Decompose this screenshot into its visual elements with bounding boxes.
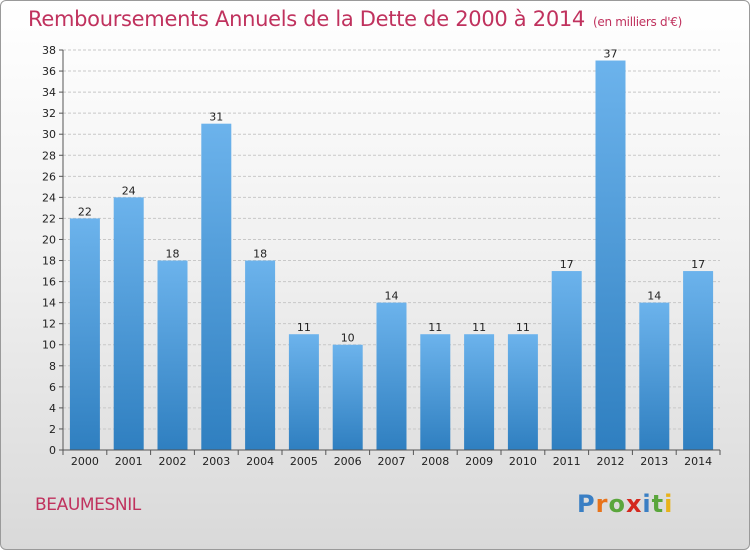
chart-unit: (en milliers d'€) [593,15,683,29]
bar [420,334,451,450]
bar-value-label: 31 [209,111,223,124]
y-tick-label: 12 [42,318,56,331]
logo-letter: o [608,490,626,518]
y-tick-label: 14 [42,297,56,310]
bar-value-label: 10 [341,332,355,345]
x-tick-label: 2002 [159,455,187,468]
bar [639,302,670,450]
bar [376,302,407,450]
bar-value-label: 18 [166,248,180,261]
chart-title: Remboursements Annuels de la Dette de 20… [28,7,683,31]
logo-letter: P [577,490,596,518]
bar-value-label: 11 [428,321,442,334]
y-tick-label: 32 [42,107,56,120]
y-tick-label: 28 [42,149,56,162]
bar [157,260,188,450]
proxiti-logo: Proxiti [577,490,673,518]
x-tick-label: 2004 [246,455,274,468]
logo-letter: i [664,490,674,518]
logo-letter: x [625,490,643,518]
y-tick-label: 4 [49,402,56,415]
bar-value-label: 11 [516,321,530,334]
x-tick-label: 2011 [553,455,581,468]
y-tick-label: 38 [42,44,56,57]
bar-value-label: 24 [122,184,136,197]
bar-value-label: 17 [691,258,705,271]
bar [288,334,319,450]
bar [245,260,276,450]
x-tick-label: 2014 [684,455,712,468]
bars: 22 24 18 31 18 11 10 14 11 11 11 17 37 14 17 [69,48,714,451]
bar-value-label: 22 [78,205,92,218]
bar-value-label: 37 [604,48,618,61]
x-tick-label: 2003 [202,455,230,468]
bar [507,334,538,450]
bar [201,123,232,451]
y-tick-label: 2 [49,423,56,436]
x-tick-label: 2005 [290,455,318,468]
x-tick-label: 2009 [465,455,493,468]
x-tick-label: 2000 [71,455,99,468]
x-tick-label: 2007 [378,455,406,468]
x-tick-label: 2013 [640,455,668,468]
logo-letter: t [651,490,665,518]
x-tick-label: 2001 [115,455,143,468]
y-tick-label: 0 [49,444,56,457]
bar [683,271,714,450]
bar [464,334,495,450]
y-tick-label: 10 [42,339,56,352]
logo-letter: i [642,490,652,518]
bar-value-label: 18 [253,248,267,261]
bar [551,271,582,450]
bar [113,197,144,450]
y-tick-label: 18 [42,255,56,268]
bar [69,218,100,450]
bar-value-label: 17 [560,258,574,271]
x-tick-label: 2012 [597,455,625,468]
y-tick-label: 26 [42,170,56,183]
y-tick-label: 20 [42,233,56,246]
x-tick-label: 2008 [421,455,449,468]
y-tick-label: 16 [42,276,56,289]
bar [332,344,363,450]
bar [595,60,626,451]
bar-value-label: 14 [647,290,661,303]
bar-value-label: 11 [297,321,311,334]
y-tick-label: 34 [42,86,56,99]
logo-letter: r [595,490,609,518]
y-tick-label: 8 [49,360,56,373]
commune-name: BEAUMESNIL [35,495,141,515]
bar-value-label: 11 [472,321,486,334]
y-tick-label: 30 [42,128,56,141]
y-tick-label: 24 [42,191,56,204]
x-tick-label: 2006 [334,455,362,468]
y-tick-label: 6 [49,381,56,394]
x-tick-label: 2010 [509,455,537,468]
y-tick-label: 22 [42,212,56,225]
y-tick-label: 36 [42,65,56,78]
bar-value-label: 14 [385,290,399,303]
